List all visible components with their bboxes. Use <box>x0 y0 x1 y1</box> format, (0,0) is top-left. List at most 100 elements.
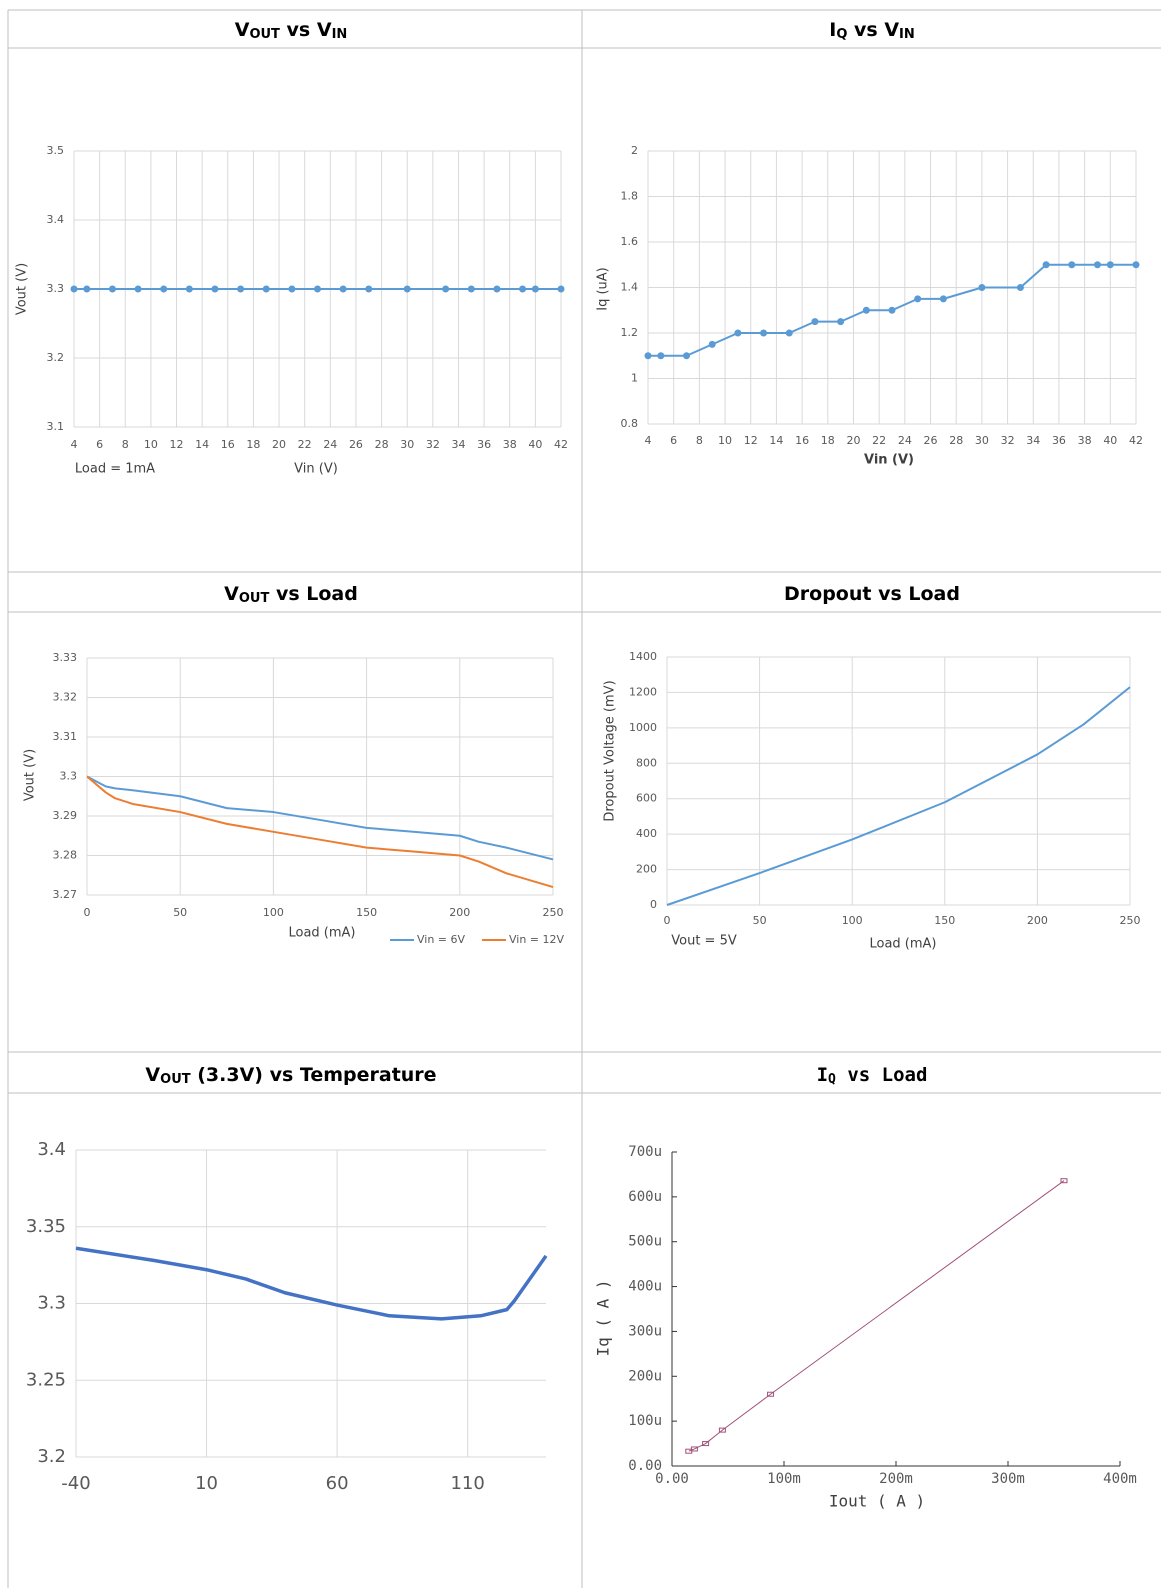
series-line <box>86 775 554 889</box>
marker <box>1093 261 1101 269</box>
y-tick-label: 3.2 <box>37 1446 66 1467</box>
x-tick-label: 38 <box>503 438 517 451</box>
y-tick-label: 200u <box>628 1368 662 1384</box>
series-line <box>86 775 554 861</box>
cell-heading: VOUT vs Load <box>224 583 358 606</box>
marker <box>760 329 768 337</box>
marker <box>1060 1178 1068 1184</box>
cell-heading: IQ vs VIN <box>829 19 915 42</box>
y-tick-label: 1200 <box>629 685 657 698</box>
x-tick-label: -40 <box>61 1473 90 1494</box>
x-tick-label: 26 <box>349 438 363 451</box>
y-tick-label: 1.2 <box>621 326 639 339</box>
x-tick-label: 14 <box>195 438 209 451</box>
x-tick-label: 100 <box>263 906 284 919</box>
marker <box>718 1427 726 1433</box>
chart: IQ vs Load 0.00 100u 200u 300u 400u 500u 600u 70… <box>594 1064 1137 1511</box>
y-tick-label: 3.3 <box>47 282 65 295</box>
marker <box>211 285 219 293</box>
y-tick-label: 3.27 <box>53 888 78 901</box>
chart: VOUT vs Load 3.27 3.28 3.29 3.3 3.31 3.32 3.33 0… <box>23 583 565 947</box>
y-tick-label: 0.00 <box>628 1458 662 1474</box>
x-tick-label: 6 <box>96 438 103 451</box>
y-tick-label: 0 <box>650 898 657 911</box>
x-tick-label: 4 <box>71 438 78 451</box>
x-tick-label: 40 <box>1103 434 1117 447</box>
cell-heading: Dropout vs Load <box>784 583 960 605</box>
marker <box>708 340 716 348</box>
marker <box>160 285 168 293</box>
y-tick-label: 600 <box>636 792 657 805</box>
marker <box>1132 261 1140 269</box>
x-axis-label: Iout ( A ) <box>829 1492 925 1511</box>
x-tick-label: 10 <box>144 438 158 451</box>
annotation: Load = 1mA <box>75 462 155 477</box>
x-tick-label: 110 <box>450 1473 484 1494</box>
marker <box>403 285 411 293</box>
marker <box>493 285 501 293</box>
y-tick-label: 3.31 <box>53 730 78 743</box>
x-tick-label: 60 <box>326 1473 349 1494</box>
x-tick-label: 26 <box>924 434 938 447</box>
heading-subscript: IN <box>332 27 348 42</box>
x-axis-label: Vin (V) <box>294 462 338 477</box>
x-tick-label: 300m <box>991 1471 1025 1487</box>
y-tick-label: 3.29 <box>53 809 78 822</box>
x-tick-label: 12 <box>744 434 758 447</box>
marker <box>314 285 321 293</box>
marker <box>657 352 665 360</box>
x-tick-label: 32 <box>426 438 440 451</box>
x-tick-label: 0.00 <box>655 1471 689 1487</box>
marker <box>185 285 193 293</box>
x-tick-label: 250 <box>1120 914 1141 927</box>
marker <box>888 306 896 314</box>
x-tick-label: 30 <box>400 438 414 451</box>
chart: VOUT vs VIN 3.1 3.2 3.3 3.4 3.5 4 6 8 10 12 14 16 18 2… <box>15 19 569 477</box>
x-axis-label: Load (mA) <box>288 926 355 941</box>
y-tick-label: 3.33 <box>53 651 78 664</box>
y-tick-label: 700u <box>628 1144 662 1160</box>
x-tick-label: 50 <box>753 914 767 927</box>
marker <box>734 329 742 337</box>
y-tick-label: 3.3 <box>60 770 78 783</box>
x-tick-label: 8 <box>122 438 129 451</box>
marker <box>108 285 116 293</box>
heading-subscript: Q <box>836 27 847 42</box>
y-tick-label: 3.1 <box>47 420 65 433</box>
y-tick-label: 1400 <box>629 650 657 663</box>
y-tick-label: 3.25 <box>26 1369 66 1390</box>
cell-heading: VOUT (3.3V) vs Temperature <box>145 1064 436 1087</box>
heading-text: V <box>235 19 250 41</box>
y-tick-label: 600u <box>628 1189 662 1205</box>
x-tick-label: 38 <box>1078 434 1092 447</box>
x-tick-label: 200m <box>879 1471 913 1487</box>
x-tick-label: 12 <box>170 438 184 451</box>
x-tick-label: 8 <box>696 434 703 447</box>
marker <box>262 285 270 293</box>
x-tick-label: 10 <box>195 1473 218 1494</box>
y-tick-label: 3.2 <box>47 351 65 364</box>
x-tick-label: 400m <box>1103 1471 1137 1487</box>
marker <box>467 285 475 293</box>
marker <box>1016 284 1024 291</box>
y-tick-label: 3.4 <box>37 1139 66 1160</box>
y-tick-label: 3.32 <box>53 691 78 704</box>
heading-subscript: OUT <box>239 591 270 606</box>
heading-text: V <box>145 1064 160 1086</box>
series-line <box>666 686 1131 906</box>
x-axis-label: Load (mA) <box>869 937 936 952</box>
marker <box>702 1441 710 1447</box>
x-tick-label: 0 <box>84 906 91 919</box>
marker <box>83 285 91 293</box>
y-tick-label: 2 <box>631 144 638 157</box>
x-tick-label: 18 <box>821 434 835 447</box>
x-tick-label: 40 <box>528 438 542 451</box>
heading-text: vs V <box>280 19 332 41</box>
x-tick-label: 150 <box>356 906 377 919</box>
marker <box>644 352 652 360</box>
heading-text: V <box>224 583 239 605</box>
y-axis-label: Dropout Voltage (mV) <box>603 680 618 821</box>
heading-text: I <box>829 19 836 41</box>
marker <box>237 285 245 293</box>
